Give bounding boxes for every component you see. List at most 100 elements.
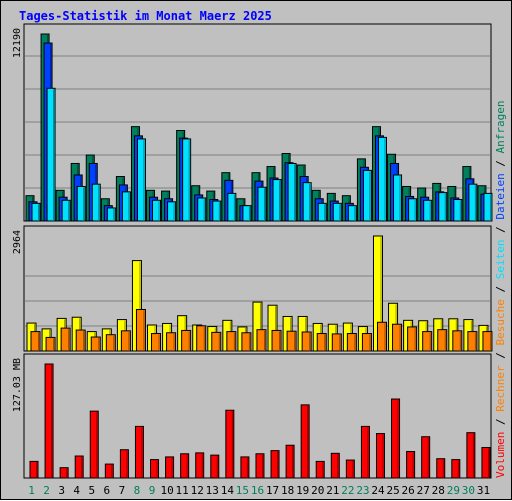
legend-separator: /: [494, 220, 507, 240]
bar-shade: [201, 453, 203, 478]
x-tick-label: 29: [447, 484, 460, 497]
bar-volumen-day-11: [180, 453, 190, 479]
bar-rechner-day-3: [60, 327, 71, 352]
bar-shade: [38, 204, 39, 221]
bar-seiten-day-8: [136, 138, 146, 222]
bar-shade: [414, 199, 416, 221]
bar-shade: [188, 331, 190, 351]
bar-volumen-day-25: [391, 398, 401, 479]
legend-item-rechner: Rechner: [494, 365, 507, 412]
x-tick-label: 8: [134, 484, 141, 497]
bar-shade: [279, 180, 281, 221]
bar-rechner-day-12: [196, 325, 207, 352]
bar-shade: [38, 332, 39, 351]
legend-item-anfragen: Anfragen: [494, 100, 507, 153]
bar-volumen-day-28: [436, 458, 446, 479]
bar-shade: [354, 334, 356, 351]
bar-shade: [489, 194, 491, 221]
bar-shade: [173, 202, 175, 221]
x-tick-label: 26: [402, 484, 415, 497]
bar-rechner-day-2: [45, 336, 56, 352]
bar-seiten-day-17: [272, 179, 282, 222]
bar-volumen-day-31: [481, 446, 491, 479]
x-tick-label: 6: [104, 484, 111, 497]
bar-volumen-day-4: [74, 455, 84, 479]
bar-rechner-day-21: [331, 333, 342, 352]
bar-rechner-day-6: [105, 334, 116, 352]
bar-shade: [36, 462, 37, 478]
bar-rechner-day-10: [166, 332, 177, 352]
legend: Volumen / Rechner / Besuche / Seiten / D…: [494, 100, 507, 478]
bar-shade: [248, 206, 250, 221]
bar-rechner-day-11: [181, 329, 192, 352]
bar-seiten-day-7: [121, 191, 131, 222]
bar-shade: [474, 332, 476, 351]
x-tick-label: 18: [281, 484, 294, 497]
bar-shade: [113, 208, 115, 221]
bar-shade: [427, 437, 429, 478]
bar-shade: [113, 335, 115, 351]
bar-shade: [354, 206, 356, 221]
bar-shade: [259, 303, 261, 351]
bar-seiten-day-11: [182, 138, 192, 222]
bar-volumen-day-24: [375, 433, 385, 479]
x-tick-label: 4: [73, 484, 80, 497]
x-tick-label: 1: [28, 484, 35, 497]
bar-shade: [487, 448, 489, 478]
x-tick-label: 10: [160, 484, 173, 497]
x-tick-label: 11: [176, 484, 189, 497]
bar-shade: [139, 261, 141, 351]
bar-volumen-day-10: [165, 456, 175, 479]
bar-shade: [489, 332, 491, 351]
bar-shade: [248, 333, 250, 351]
bar-shade: [261, 454, 263, 478]
bar-shade: [203, 326, 205, 351]
bar-shade: [414, 327, 416, 351]
bar-shade: [231, 411, 233, 478]
bar-shade: [141, 427, 143, 478]
bar-shade: [83, 331, 85, 351]
bar-volumen-day-17: [270, 450, 280, 479]
bar-volumen-day-29: [451, 459, 461, 479]
bar-shade: [275, 306, 277, 351]
bar-shade: [68, 329, 70, 351]
bar-seiten-day-13: [212, 200, 222, 222]
bar-seiten-day-29: [453, 199, 463, 222]
bar-seiten-day-26: [408, 198, 418, 222]
x-tick-label: 21: [326, 484, 339, 497]
bar-shade: [429, 201, 431, 221]
bar-shade: [143, 310, 145, 351]
bar-shade: [218, 333, 220, 351]
bar-seiten-day-5: [91, 183, 101, 222]
bar-seiten-day-9: [152, 199, 162, 222]
x-tick-label: 31: [477, 484, 490, 497]
bar-shade: [173, 333, 175, 351]
x-tick-label: 19: [296, 484, 309, 497]
bar-shade: [444, 330, 446, 351]
bar-rechner-day-13: [211, 331, 222, 352]
bar-volumen-day-6: [104, 463, 114, 479]
bar-seiten-day-22: [347, 205, 357, 222]
x-tick-label: 3: [58, 484, 65, 497]
bar-seiten-day-25: [393, 174, 403, 222]
bar-volumen-day-23: [360, 425, 370, 479]
bar-shade: [81, 457, 83, 478]
bar-rechner-day-15: [241, 332, 252, 352]
bar-shade: [384, 138, 386, 221]
bar-seiten-day-1: [31, 202, 41, 222]
bar-volumen-day-13: [210, 454, 220, 479]
bar-rechner-day-14: [226, 331, 237, 352]
bar-seiten-day-10: [167, 201, 177, 222]
bar-shade: [457, 460, 459, 478]
bar-shade: [126, 450, 128, 478]
bar-rechner-day-25: [392, 323, 403, 352]
bar-shade: [83, 187, 85, 221]
bar-shade: [442, 459, 444, 478]
bar-shade: [307, 405, 309, 478]
bar-volumen-day-14: [225, 409, 235, 479]
bar-volumen-day-20: [315, 460, 325, 479]
bar-rechner-day-24: [376, 321, 387, 352]
bar-shade: [384, 323, 386, 351]
legend-item-dateien: Dateien: [494, 173, 507, 219]
